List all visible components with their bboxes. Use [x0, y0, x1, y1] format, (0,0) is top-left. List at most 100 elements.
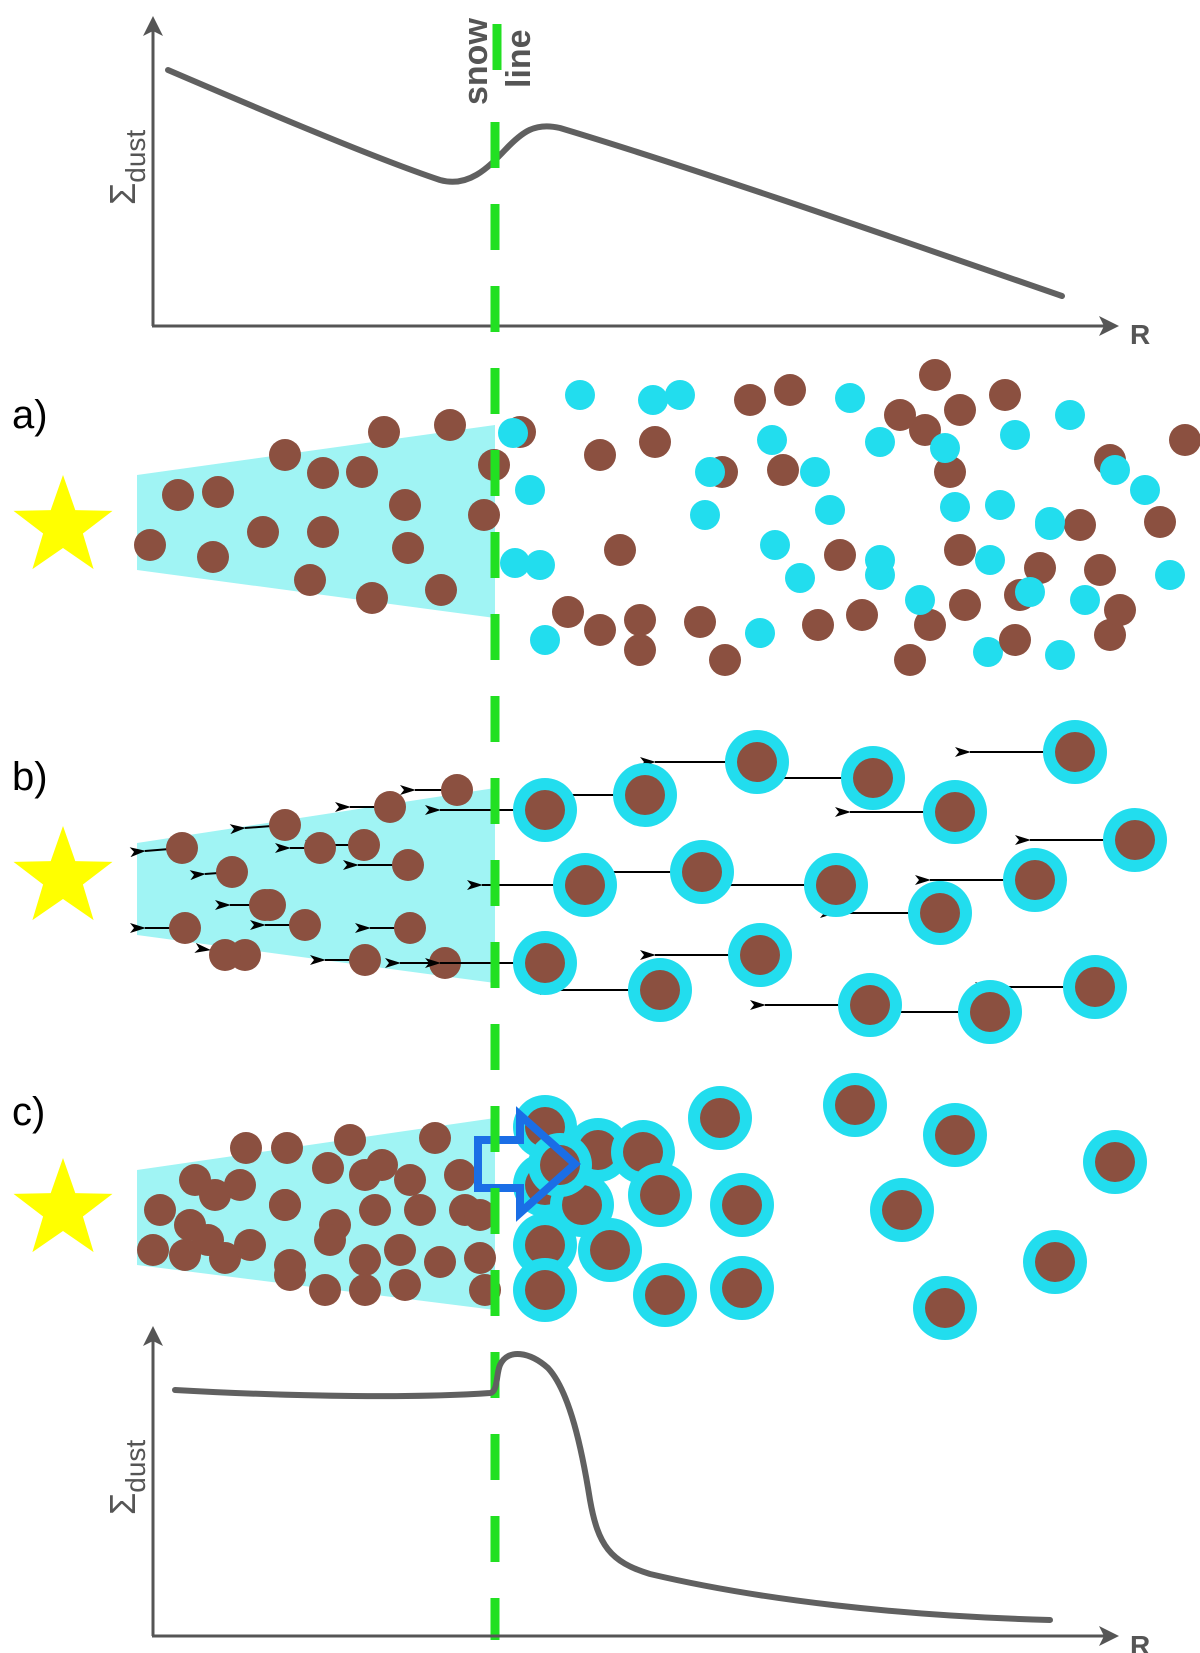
icy-grain	[690, 500, 720, 530]
icy-grain-core	[1095, 1142, 1135, 1182]
rocky-grain	[944, 534, 976, 566]
rocky-grain	[949, 589, 981, 621]
icy-grain-core	[562, 1185, 602, 1225]
rocky-grain	[989, 379, 1021, 411]
icy-grain	[1000, 420, 1030, 450]
icy-grain-core	[1035, 1242, 1075, 1282]
rocky-grain	[394, 1164, 426, 1196]
icy-grain-core	[640, 1175, 680, 1215]
rocky-grain	[389, 1269, 421, 1301]
rocky-grain	[684, 606, 716, 638]
icy-grain-core	[740, 935, 780, 975]
icy-grain	[905, 585, 935, 615]
rocky-grain	[199, 1179, 231, 1211]
panel-c-grains	[137, 1073, 1147, 1340]
bottom-profile-plot: Σdust R	[102, 1326, 1150, 1653]
icy-grain	[985, 490, 1015, 520]
bottom-y-axis-label: Σdust	[102, 1440, 151, 1515]
rocky-grain	[304, 832, 336, 864]
rocky-grain	[425, 574, 457, 606]
rocky-grain	[846, 599, 878, 631]
rocky-grain	[424, 1246, 456, 1278]
icy-grain-core	[525, 943, 565, 983]
icy-grain	[973, 637, 1003, 667]
rocky-grain	[404, 1194, 436, 1226]
rocky-grain	[1094, 619, 1126, 651]
icy-grain	[1155, 560, 1185, 590]
rocky-grain	[269, 1189, 301, 1221]
rocky-grain	[1024, 552, 1056, 584]
rocky-grain	[166, 832, 198, 864]
icy-grain-core	[935, 792, 975, 832]
icy-grain	[760, 530, 790, 560]
icy-grain-core	[645, 1275, 685, 1315]
rocky-grain	[584, 614, 616, 646]
rocky-grain	[934, 456, 966, 488]
icy-grain	[530, 625, 560, 655]
icy-grain	[500, 548, 530, 578]
rocky-grain	[314, 1224, 346, 1256]
rocky-grain	[312, 1152, 344, 1184]
rocky-grain	[307, 516, 339, 548]
rocky-grain	[774, 374, 806, 406]
rocky-grain	[234, 1229, 266, 1261]
icy-grain	[1035, 507, 1065, 537]
rocky-grain	[271, 1132, 303, 1164]
rocky-grain	[209, 939, 241, 971]
top-profile-plot: Σdust R	[102, 16, 1150, 350]
icy-grain	[835, 383, 865, 413]
bottom-x-axis-label: R	[1130, 1630, 1150, 1653]
rocky-grain	[197, 541, 229, 573]
rocky-grain	[894, 644, 926, 676]
rocky-grain	[392, 849, 424, 881]
icy-grain-core	[970, 992, 1010, 1032]
rocky-grain	[249, 889, 281, 921]
panel-c: c)	[12, 1073, 1147, 1340]
icy-grain	[815, 495, 845, 525]
rocky-grain	[374, 791, 406, 823]
icy-grain-core	[525, 1270, 565, 1310]
rocky-grain	[346, 456, 378, 488]
icy-grain	[757, 425, 787, 455]
panel-b-label: b)	[12, 755, 48, 799]
icy-grain	[695, 457, 725, 487]
bottom-dust-profile-curve	[172, 1351, 1053, 1623]
icy-grain-core	[737, 742, 777, 782]
rocky-grain	[624, 634, 656, 666]
rocky-grain	[441, 774, 473, 806]
icy-grain	[745, 618, 775, 648]
rocky-grain	[394, 912, 426, 944]
icy-grain-core	[565, 865, 605, 905]
icy-grain	[1045, 640, 1075, 670]
panel-a-grains	[134, 359, 1200, 676]
rocky-grain	[359, 1194, 391, 1226]
icy-grain-core	[525, 790, 565, 830]
rocky-grain	[709, 644, 741, 676]
rocky-grain	[944, 394, 976, 426]
rocky-grain	[552, 596, 584, 628]
rocky-grain	[230, 1132, 262, 1164]
rocky-grain	[824, 539, 856, 571]
icy-grain	[1130, 475, 1160, 505]
icy-grain	[1070, 585, 1100, 615]
rocky-grain	[247, 516, 279, 548]
icy-grain-core	[925, 1288, 965, 1328]
star-icon	[13, 1158, 113, 1253]
rocky-grain	[348, 829, 380, 861]
snow-line-label-line1: snow	[457, 18, 495, 105]
snow-line-label: snow line	[457, 18, 538, 105]
rocky-grain	[1144, 506, 1176, 538]
icy-grain-core	[1055, 732, 1095, 772]
icy-grain-core	[1075, 967, 1115, 1007]
snow-line-label-line2: line	[500, 29, 538, 88]
rocky-grain	[349, 1244, 381, 1276]
icy-grain-core	[640, 970, 680, 1010]
icy-grain	[865, 427, 895, 457]
icy-grain-core	[590, 1230, 630, 1270]
rocky-grain	[289, 909, 321, 941]
rocky-grain	[356, 582, 388, 614]
icy-grain	[800, 457, 830, 487]
rocky-grain	[389, 489, 421, 521]
icy-grain-core	[853, 758, 893, 798]
rocky-grain	[1064, 509, 1096, 541]
